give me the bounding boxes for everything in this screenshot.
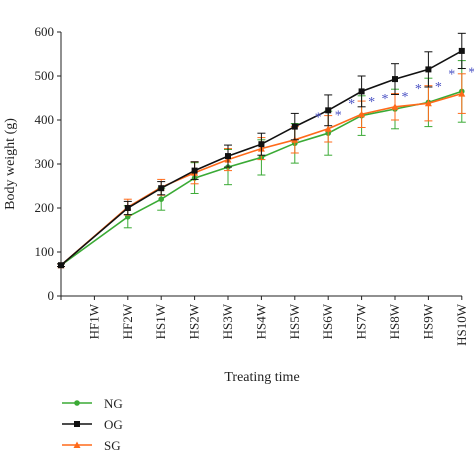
ng-line <box>60 90 463 266</box>
significance-markers: * * * * * * * * * * <box>315 66 474 126</box>
significance-star: * <box>368 95 375 110</box>
legend-swatch-marker <box>74 421 80 427</box>
y-tick-label: 400 <box>35 112 55 127</box>
y-tick-label: 100 <box>35 244 55 259</box>
significance-star: * <box>335 108 342 123</box>
x-tick-label: HS2W <box>187 303 202 339</box>
sg-point <box>324 125 332 132</box>
og-point <box>191 167 198 174</box>
og-point <box>425 66 432 73</box>
og-point <box>158 185 165 192</box>
og-point <box>58 262 64 269</box>
legend-item-ng: NG <box>62 396 123 411</box>
x-tick-label: HF1W <box>86 303 101 339</box>
sg-point <box>424 99 432 107</box>
significance-star: * <box>402 90 409 105</box>
ng-point <box>158 196 164 202</box>
x-tick-label: HS6W <box>320 303 335 339</box>
og-point <box>392 76 398 83</box>
legend-swatch-marker <box>73 441 81 448</box>
x-axis-title: Treating time <box>224 370 299 385</box>
y-axis-title: Body weight (g) <box>3 118 18 210</box>
x-tick-label: HS7W <box>354 303 369 339</box>
significance-star: * <box>435 80 442 95</box>
x-tick-label: HS8W <box>387 303 402 339</box>
series-layer <box>57 32 466 269</box>
y-tick-label: 600 <box>35 24 55 39</box>
y-tick-label: 300 <box>35 156 55 171</box>
x-tick-label: HS5W <box>287 303 302 339</box>
legend: NG OG SG <box>62 396 123 453</box>
legend-swatch-marker <box>74 400 80 406</box>
legend-item-og: OG <box>62 417 123 432</box>
legend-label: SG <box>104 438 121 453</box>
sg-line <box>60 92 463 266</box>
sg-point <box>391 103 399 110</box>
y-tick-label: 0 <box>48 288 55 303</box>
legend-label: NG <box>104 396 123 411</box>
significance-star: * <box>382 92 389 107</box>
og-point <box>458 47 465 54</box>
x-tick-label: HS3W <box>220 303 235 339</box>
legend-item-sg: SG <box>62 438 121 453</box>
significance-star: * <box>315 110 322 125</box>
significance-star: * <box>348 97 355 112</box>
y-ticks: 0 100 200 300 400 500 600 <box>35 24 61 303</box>
sg-point <box>358 110 366 118</box>
x-tick-label: HF2W <box>120 303 135 339</box>
x-tick-label: HS1W <box>153 303 168 339</box>
x-tick-label: HS10W <box>454 303 469 346</box>
series-og <box>57 32 466 269</box>
og-point <box>124 205 131 211</box>
og-point <box>358 88 365 95</box>
x-ticks: HF1W HF2W HS1W HS2W HS3W HS4W HS5W HS6W HS7W HS8W… <box>60 296 469 346</box>
legend-label: OG <box>104 417 123 432</box>
og-point <box>291 123 298 130</box>
og-point <box>325 107 332 114</box>
og-line <box>60 50 463 266</box>
significance-star: * <box>468 66 474 81</box>
x-tick-label: HS9W <box>420 303 435 339</box>
significance-star: * <box>448 68 455 83</box>
y-tick-label: 200 <box>35 200 55 215</box>
og-point <box>258 141 265 148</box>
x-tick-label: HS4W <box>253 303 268 339</box>
sg-point <box>458 90 466 97</box>
og-point <box>225 153 231 160</box>
significance-star: * <box>415 82 422 97</box>
y-tick-label: 500 <box>35 68 55 83</box>
